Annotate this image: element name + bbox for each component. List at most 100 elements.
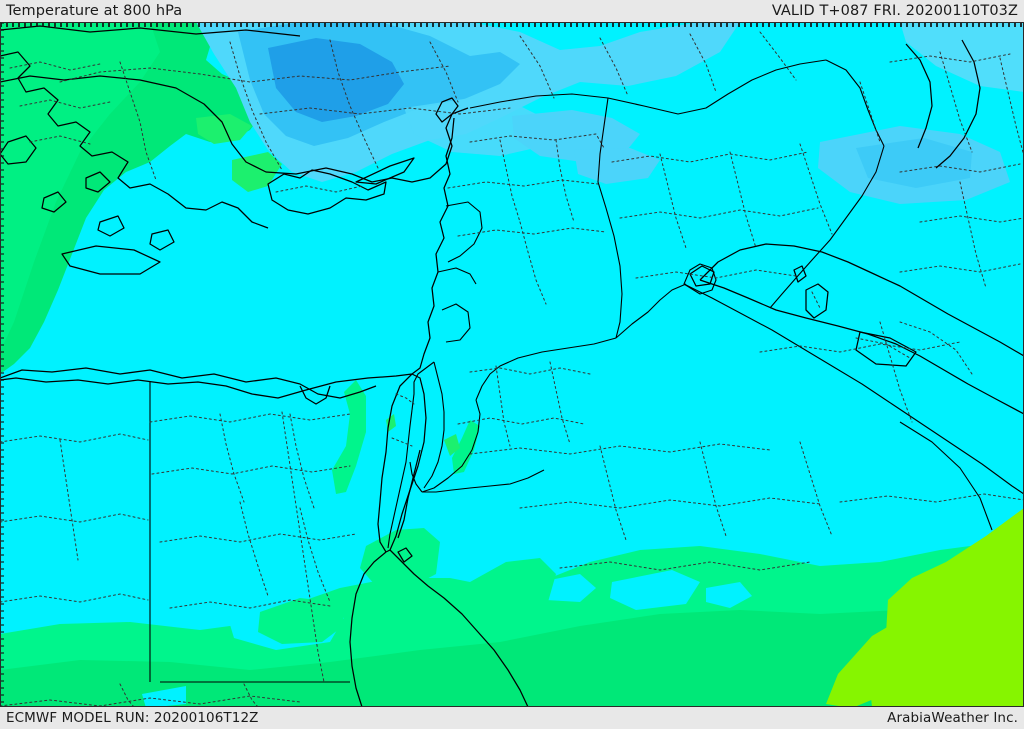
coast-aegean-island-1: [41, 191, 67, 213]
admin-iran-6: [959, 181, 987, 289]
footer-bar: ECMWF MODEL RUN: 20200106T12Z ArabiaWeat…: [0, 707, 1024, 729]
band-mid-blue-zagros: [856, 138, 972, 188]
border-iraq-iran: [769, 145, 885, 309]
admin-greece-3: [29, 135, 91, 145]
band-cyan-island-arabia: [610, 570, 700, 610]
admin-iran-5: [919, 215, 1024, 223]
band-chartreuse-tongue: [826, 622, 904, 707]
admin-turkey-5: [259, 107, 511, 115]
coast-kuwait-bay: [689, 265, 715, 287]
admin-jordan-1: [469, 367, 591, 375]
national-borders-group: [149, 59, 1024, 683]
admin-iran-4: [999, 57, 1024, 157]
admin-egypt-3: [151, 465, 351, 475]
band-light-blue-niraq: [574, 148, 660, 184]
admin-greece-1: [9, 61, 101, 71]
admin-sudan-1: [0, 695, 301, 707]
band-green-south-core: [0, 596, 1024, 707]
band-green-nubia: [258, 598, 346, 644]
admin-saudi-4: [699, 441, 727, 537]
coast-turkey-south: [0, 367, 377, 399]
border-israel-jordan: [423, 361, 445, 489]
admin-syria-5: [457, 227, 607, 237]
admin-syria-3: [447, 179, 599, 189]
coast-turkey-mediterranean: [0, 75, 469, 183]
border-lebanon: [445, 201, 483, 263]
admin-syria-2: [499, 139, 521, 223]
admin-iraq-4: [729, 151, 757, 249]
admin-libya-4: [0, 593, 149, 603]
coast-greece-mainland: [0, 51, 269, 229]
admin-iraq-1: [611, 151, 809, 163]
border-jordan-saudi: [421, 399, 481, 493]
coast-qatar: [805, 283, 829, 319]
header-bar: Temperature at 800 hPa VALID T+087 FRI. …: [0, 0, 1024, 22]
admin-egypt-sinai-a: [395, 393, 415, 405]
admin-syria-1: [469, 133, 605, 149]
coast-caspian-west: [905, 43, 933, 149]
admin-turkey-6: [429, 41, 459, 103]
admin-egypt-6: [239, 501, 269, 597]
admin-egypt-sinai-b: [391, 437, 413, 447]
coast-crete: [61, 245, 161, 275]
admin-turkey-2: [119, 61, 157, 181]
coast-sinai-east: [385, 373, 427, 553]
band-light-blue-turkey-se: [404, 98, 556, 156]
border-israel-egypt: [411, 361, 435, 411]
admin-uae-1: [855, 337, 911, 359]
coast-cyprus-karpas: [355, 157, 415, 185]
valid-time-label: VALID T+087 FRI. 20200110T03Z: [771, 3, 1018, 19]
admin-libya-3: [59, 439, 79, 561]
admin-sudan-3: [243, 683, 259, 707]
admin-iraq-5: [635, 269, 797, 279]
provider-label: ArabiaWeather Inc.: [887, 710, 1018, 726]
coast-aegean-island-2: [85, 171, 111, 193]
admin-egypt-4: [289, 413, 315, 509]
band-deep-blue-turkey: [268, 38, 404, 122]
admin-egypt-5: [159, 533, 357, 543]
border-egypt-sinai: [387, 409, 413, 549]
border-turkey-iran: [825, 59, 885, 147]
admin-borders-group: [0, 31, 1024, 707]
admin-turkey-4: [329, 39, 379, 169]
admin-sudan-2: [119, 683, 135, 707]
border-israel-west-bank: [441, 303, 471, 343]
border-saudi-oman: [899, 421, 993, 531]
admin-turkey-10: [759, 31, 797, 81]
band-light-blue-caspian-edge: [900, 22, 1024, 92]
admin-turkey-3: [229, 41, 283, 171]
coast-caspian-east: [935, 39, 981, 169]
admin-saudi-1: [469, 443, 771, 455]
admin-iraq-2: [659, 153, 687, 249]
model-run-label: ECMWF MODEL RUN: 20200106T12Z: [6, 710, 259, 726]
band-cyan-island-sudan: [142, 686, 186, 707]
admin-saudi-7: [839, 493, 1024, 503]
border-syria-jordan: [475, 337, 617, 401]
temperature-field-svg: [0, 22, 1024, 707]
border-jordan-sinai-line: [409, 461, 423, 493]
band-green-aegean-light: [0, 22, 160, 352]
admin-saudi-5: [559, 561, 811, 571]
border-jordan-saudi-south: [422, 469, 545, 493]
admin-saudi-2: [599, 445, 627, 541]
admin-iran-1: [889, 53, 1011, 63]
coast-egypt-redsea: [349, 551, 387, 707]
border-saudi-iraq: [683, 283, 1024, 495]
admin-saudi-9: [759, 341, 961, 353]
admin-jordan-4: [549, 361, 571, 445]
map-canvas[interactable]: [0, 22, 1024, 707]
admin-oman-1: [899, 321, 973, 375]
admin-egypt-8: [299, 507, 331, 603]
admin-syria-4: [555, 139, 575, 223]
band-green-dead-sea: [444, 434, 460, 456]
coast-tiran: [397, 547, 413, 563]
border-jordan-iraq: [615, 283, 687, 339]
admin-egypt-nile: [281, 411, 325, 683]
admin-greece-2: [19, 99, 111, 109]
admin-egypt-2: [219, 413, 245, 503]
admin-turkey-9: [689, 33, 717, 93]
admin-libya-1: [0, 433, 149, 443]
admin-iraq-3: [619, 207, 819, 219]
border-israel-north: [437, 267, 477, 285]
